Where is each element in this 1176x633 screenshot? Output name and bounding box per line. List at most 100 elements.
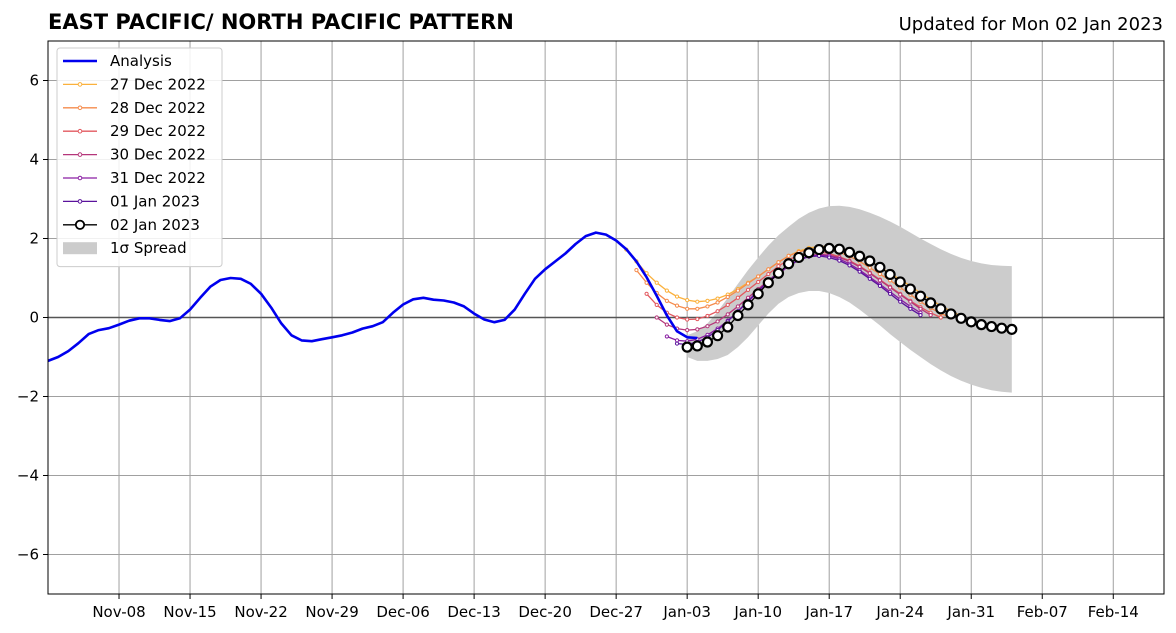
- forecast-point: [695, 306, 700, 311]
- forecast-point: [664, 288, 669, 293]
- legend-item: 27 Dec 2022: [63, 75, 206, 93]
- forecast-point: [674, 341, 680, 346]
- forecast-point: [776, 260, 781, 265]
- forecast-point: [644, 291, 649, 296]
- x-tick-label: Jan-17: [804, 603, 853, 621]
- legend-item: 01 Jan 2023: [63, 192, 200, 210]
- forecast-point: [725, 294, 730, 300]
- legend-label: 01 Jan 2023: [110, 192, 200, 210]
- x-tick-label: Nov-22: [234, 603, 287, 621]
- forecast-point: [685, 328, 690, 333]
- legend-label: 29 Dec 2022: [110, 122, 206, 140]
- forecast-point: [786, 253, 791, 258]
- forecast-point: [674, 315, 680, 320]
- forecast-point: [898, 292, 903, 297]
- x-tick-label: Feb-14: [1088, 603, 1139, 621]
- latest-point: [752, 288, 764, 300]
- legend-marker: [77, 128, 83, 134]
- latest-point: [711, 330, 724, 342]
- y-tick-label: −6: [17, 546, 39, 564]
- forecast-point: [877, 283, 883, 288]
- latest-point: [783, 258, 795, 270]
- forecast-point: [685, 317, 690, 322]
- forecast-point: [867, 276, 872, 281]
- legend-item: Analysis: [63, 52, 172, 70]
- latest-point: [772, 267, 785, 279]
- forecast-point: [664, 334, 669, 339]
- analysis-line: [47, 231, 698, 363]
- latest-point: [985, 320, 998, 333]
- forecast-point: [715, 300, 720, 305]
- latest-point: [823, 242, 835, 254]
- forecast-point: [715, 296, 720, 301]
- latest-point: [742, 299, 754, 311]
- x-tick-label: Dec-20: [518, 603, 572, 621]
- legend-marker: [77, 82, 83, 87]
- forecast-point: [634, 268, 639, 273]
- forecast-point: [867, 271, 872, 276]
- forecast-point: [674, 294, 680, 299]
- y-axis: 6 4 2 0 −2 −4 −6: [17, 72, 48, 564]
- y-tick-label: −2: [17, 388, 39, 406]
- forecast-point: [715, 309, 720, 314]
- forecast-point: [705, 298, 710, 304]
- forecast-point: [664, 298, 669, 304]
- legend-item: 29 Dec 2022: [63, 122, 206, 140]
- latest-point: [691, 340, 703, 352]
- forecast-point: [887, 285, 893, 290]
- legend-item: 1σ Spread: [63, 239, 187, 257]
- latest-point: [701, 336, 714, 348]
- x-tick-label: Nov-15: [163, 603, 216, 621]
- legend-swatch: [63, 242, 97, 255]
- forecast-point: [695, 327, 700, 332]
- forecast-point: [898, 299, 903, 304]
- x-tick-label: Dec-13: [447, 603, 501, 621]
- x-tick-label: Dec-06: [376, 603, 430, 621]
- forecast-point: [705, 304, 710, 309]
- forecast-point: [938, 315, 943, 320]
- latest-point: [833, 243, 845, 255]
- latest-point: [914, 290, 927, 302]
- latest-point: [803, 247, 815, 259]
- forecast-point: [735, 304, 740, 309]
- latest-point: [935, 303, 947, 315]
- legend-label: 1σ Spread: [110, 239, 187, 257]
- x-tick-label: Jan-31: [946, 603, 995, 621]
- forecast-point: [776, 264, 781, 269]
- latest-point: [732, 309, 744, 322]
- forecast-point: [695, 316, 700, 322]
- forecast-point: [654, 315, 659, 320]
- latest-point: [813, 243, 825, 256]
- forecast-point: [715, 319, 720, 324]
- legend-item: 02 Jan 2023: [63, 216, 200, 234]
- legend-label: Analysis: [110, 52, 172, 70]
- forecast-point: [695, 299, 700, 304]
- forecast-point: [725, 302, 730, 307]
- x-tick-label: Jan-10: [733, 603, 782, 621]
- forecast-point: [877, 278, 883, 283]
- forecast-point: [766, 271, 771, 277]
- forecast-point: [857, 269, 862, 274]
- legend-marker: [74, 219, 86, 230]
- latest-point: [1006, 323, 1018, 335]
- latest-point: [996, 322, 1008, 334]
- chart-title: EAST PACIFIC/ NORTH PACIFIC PATTERN: [48, 10, 514, 34]
- latest-point: [854, 250, 866, 262]
- legend-label: 28 Dec 2022: [110, 99, 206, 117]
- y-tick-label: 0: [29, 309, 39, 327]
- latest-series: [681, 242, 1018, 353]
- forecast-point: [827, 255, 832, 260]
- latest-point: [681, 341, 693, 353]
- forecast-point: [847, 263, 852, 268]
- forecast-point: [918, 306, 923, 311]
- x-tick-label: Feb-07: [1017, 603, 1068, 621]
- forecast-point: [745, 281, 751, 286]
- forecast-point: [735, 288, 740, 293]
- latest-point: [925, 297, 937, 309]
- forecast-point: [725, 312, 730, 317]
- forecast-point: [766, 267, 771, 272]
- forecast-point: [705, 324, 710, 329]
- legend-label: 31 Dec 2022: [110, 169, 206, 187]
- latest-point: [884, 268, 896, 281]
- x-tick-label: Jan-24: [875, 603, 924, 621]
